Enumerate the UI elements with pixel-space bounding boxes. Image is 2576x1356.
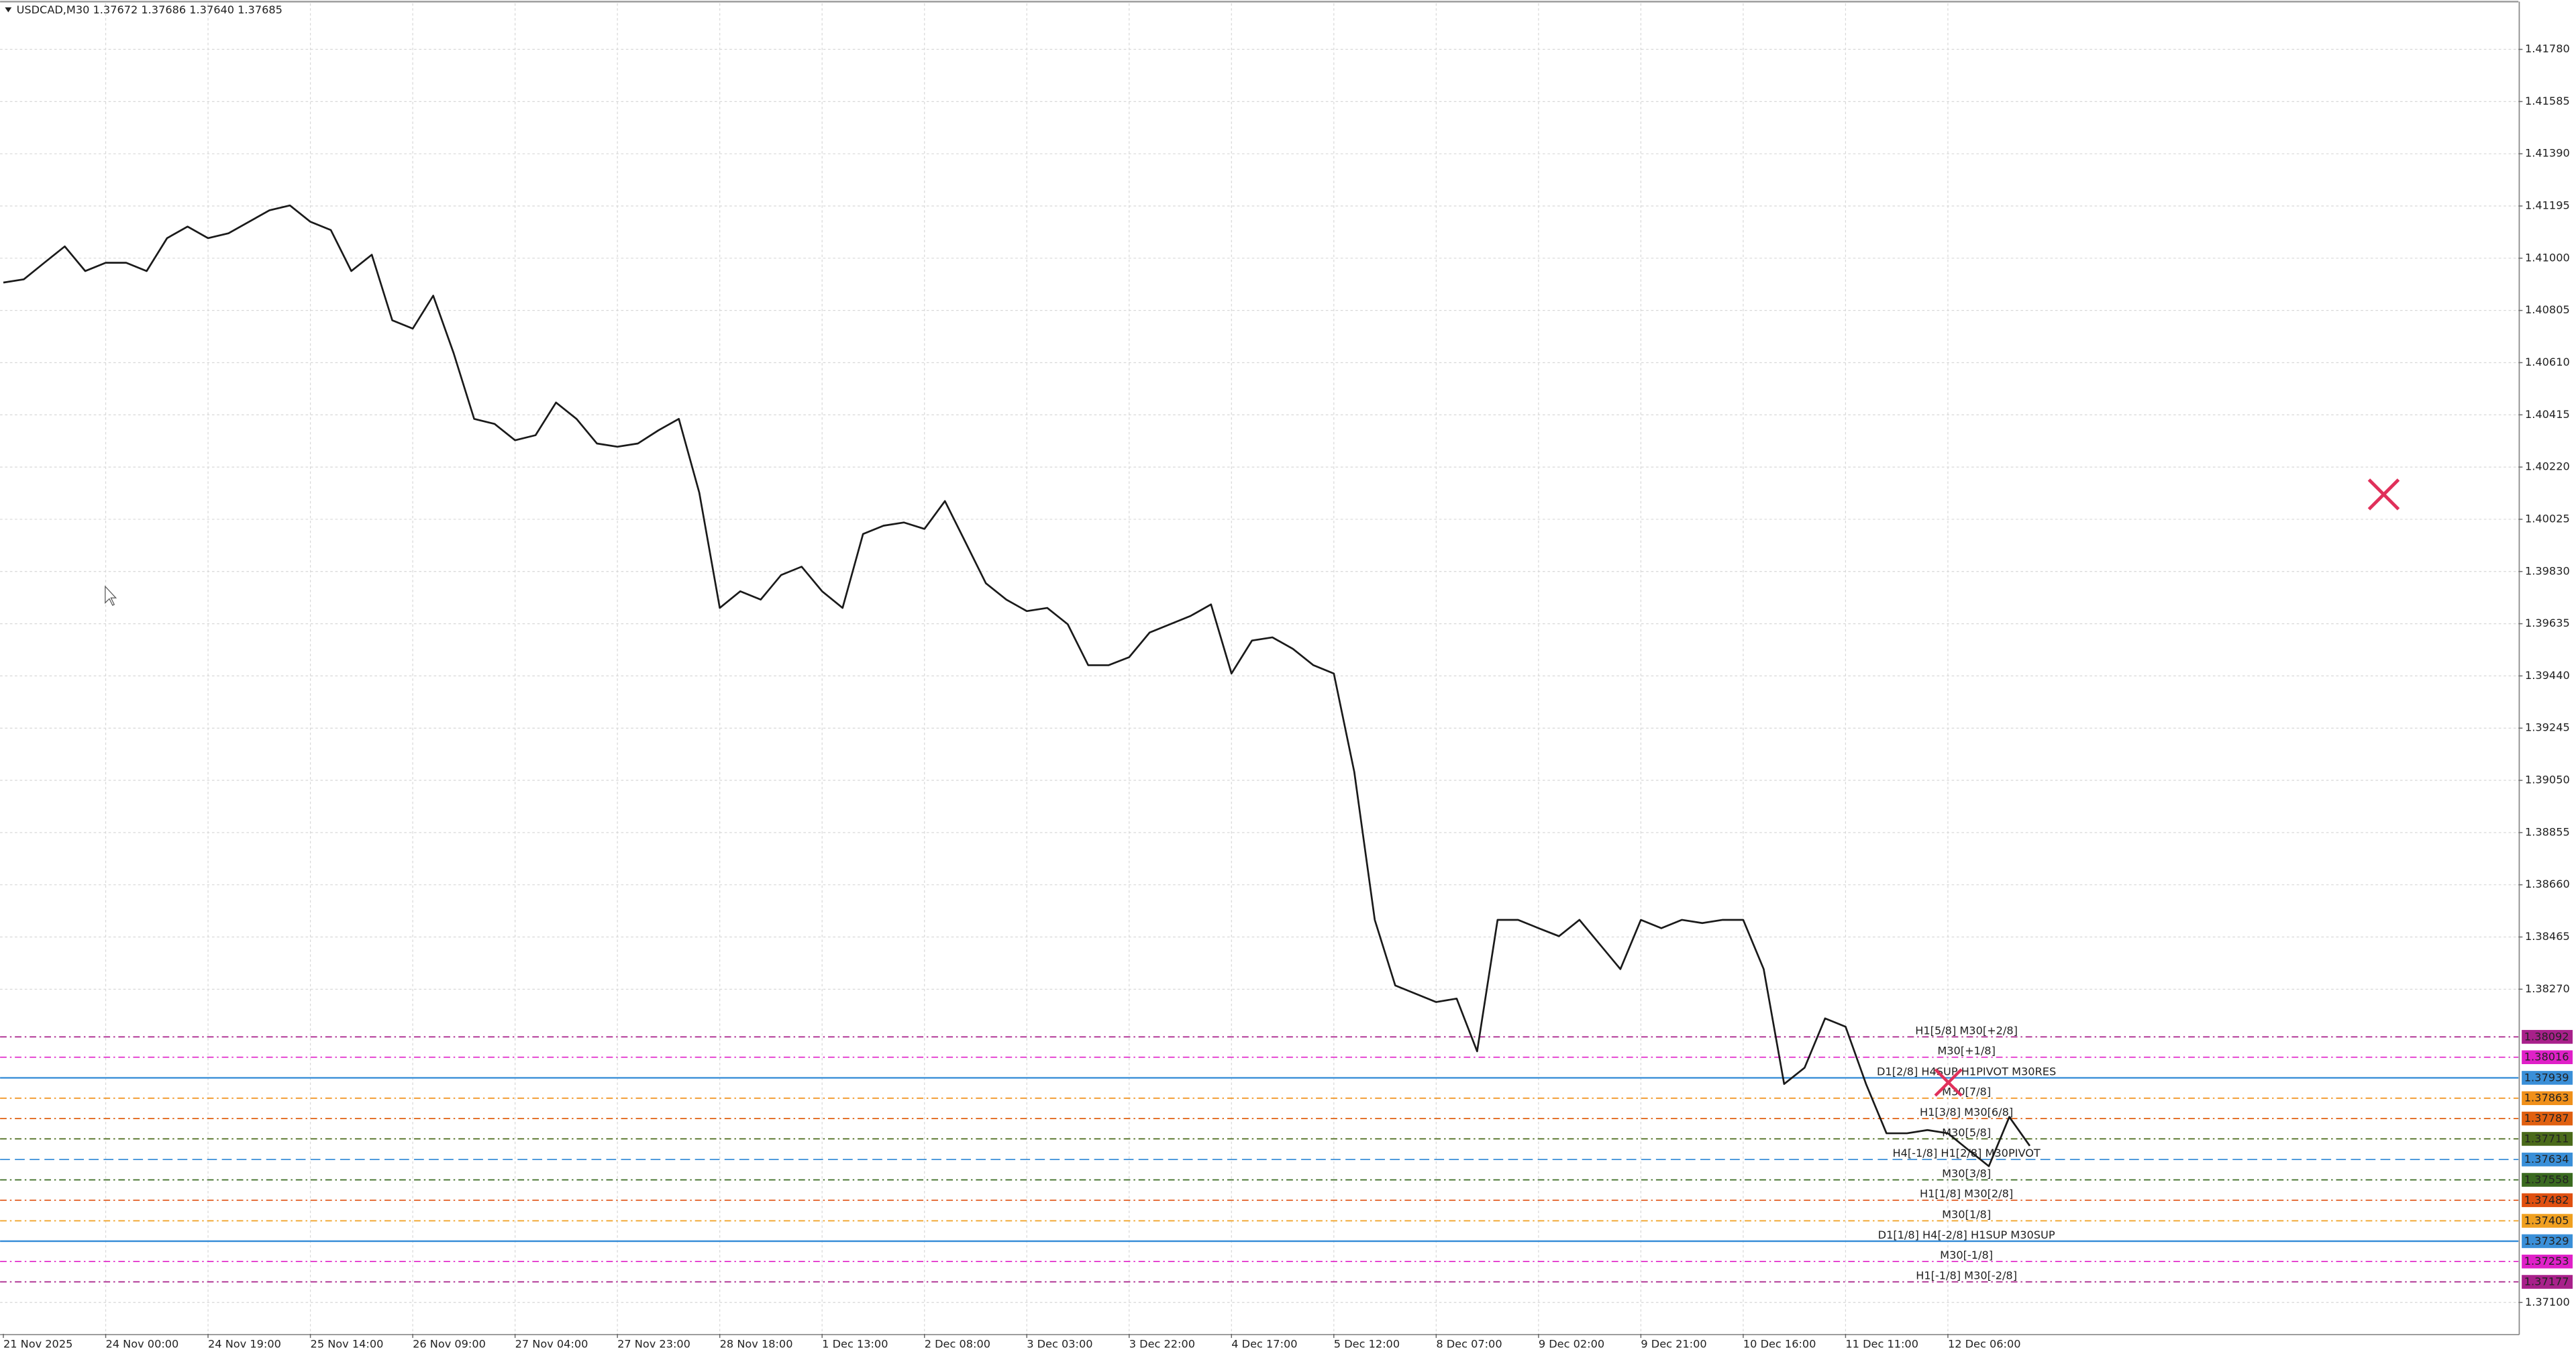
mouse-cursor: [105, 585, 117, 606]
plot: 1.41780 1.41585 1.41390 1.41195 1.41000 1.408…: [0, 3, 2573, 1350]
x-tick-label: 8 Dec 07:00: [1436, 1337, 1502, 1350]
y-tick-label: 1.41000: [2525, 251, 2570, 264]
chart-title: USDCAD,M30 1.37672 1.37686 1.37640 1.376…: [17, 3, 282, 16]
level-label: D1[1/8] H4[-2/8] H1SUP M30SUP: [1878, 1229, 2055, 1241]
level-price-box: [2522, 1152, 2573, 1167]
x-tick-label: 21 Nov 2025: [3, 1337, 72, 1350]
level-label: M30[3/8]: [1942, 1167, 1991, 1180]
price-line: [3, 204, 2031, 1167]
level-label: H1[1/8] M30[2/8]: [1920, 1188, 2013, 1200]
x-tick-label: 3 Dec 22:00: [1129, 1337, 1195, 1350]
level-label: H4[-1/8] H1[2/8] M30PIVOT: [1892, 1147, 2040, 1159]
x-tick-label: 24 Nov 19:00: [208, 1337, 281, 1350]
y-tick-label: 1.40025: [2525, 512, 2570, 525]
level-price: 1.37558: [2524, 1173, 2569, 1186]
level-label: H1[-1/8] M30[-2/8]: [1916, 1269, 2017, 1282]
level-price: 1.37177: [2524, 1275, 2569, 1288]
x-tick-label: 3 Dec 03:00: [1027, 1337, 1092, 1350]
level-price: 1.37482: [2524, 1194, 2569, 1206]
level-price-box: [2522, 1071, 2573, 1085]
x-tick-label: 27 Nov 23:00: [617, 1337, 690, 1350]
level-label: M30[5/8]: [1942, 1126, 1991, 1139]
y-tick-label: 1.39830: [2525, 564, 2570, 577]
level-price: 1.37787: [2524, 1112, 2569, 1125]
x-tick-label: 9 Dec 02:00: [1539, 1337, 1604, 1350]
x-marker: [2367, 478, 2400, 511]
level-price-box: [2522, 1214, 2573, 1228]
menu-arrow[interactable]: [5, 7, 12, 13]
y-tick-label: 1.38660: [2525, 878, 2570, 890]
level-price: 1.37253: [2524, 1255, 2569, 1267]
level-label: D1[2/8] H4SUP H1PIVOT M30RES: [1877, 1065, 2056, 1078]
x-tick-label: 26 Nov 09:00: [413, 1337, 486, 1350]
x-tick-label: 5 Dec 12:00: [1334, 1337, 1400, 1350]
level-label: M30[-1/8]: [1940, 1249, 1993, 1261]
level-label: H1[5/8] M30[+2/8]: [1915, 1024, 2018, 1037]
y-tick-label: 1.41780: [2525, 42, 2570, 55]
level-label: M30[+1/8]: [1937, 1045, 1996, 1057]
level-price: 1.37863: [2524, 1092, 2569, 1104]
y-tick-label: 1.40805: [2525, 303, 2570, 316]
y-tick-label: 1.40415: [2525, 408, 2570, 421]
y-tick-label: 1.40610: [2525, 356, 2570, 368]
level-price-box: [2522, 1030, 2573, 1044]
x-marker: [1934, 1068, 1963, 1097]
level-price-box: [2522, 1091, 2573, 1106]
level-price-box: [2522, 1050, 2573, 1064]
x-tick-label: 2 Dec 08:00: [925, 1337, 990, 1350]
x-tick-label: 9 Dec 21:00: [1641, 1337, 1706, 1350]
level-price: 1.38016: [2524, 1051, 2569, 1063]
level-price-box: [2522, 1275, 2573, 1289]
x-tick-label: 1 Dec 13:00: [822, 1337, 888, 1350]
x-tick-label: 28 Nov 18:00: [720, 1337, 793, 1350]
x-tick-label: 12 Dec 06:00: [1948, 1337, 2021, 1350]
y-tick-label: 1.41195: [2525, 199, 2570, 212]
level-price: 1.37711: [2524, 1132, 2569, 1145]
level-price: 1.38092: [2524, 1030, 2569, 1043]
level-label: H1[3/8] M30[6/8]: [1920, 1106, 2013, 1118]
level-price-box: [2522, 1111, 2573, 1126]
level-price: 1.37329: [2524, 1235, 2569, 1247]
x-tick-label: 10 Dec 16:00: [1743, 1337, 1816, 1350]
level-price-box: [2522, 1132, 2573, 1146]
y-tick-label: 1.38855: [2525, 825, 2570, 838]
y-tick-label: 1.38270: [2525, 982, 2570, 995]
x-tick-label: 27 Nov 04:00: [515, 1337, 588, 1350]
level-price-box: [2522, 1173, 2573, 1187]
level-price: 1.37405: [2524, 1214, 2569, 1227]
level-price-box: [2522, 1234, 2573, 1249]
y-tick-label: 1.39050: [2525, 774, 2570, 786]
y-tick-label: 1.39245: [2525, 721, 2570, 734]
y-tick-label: 1.39440: [2525, 669, 2570, 682]
y-tick-label: 1.40220: [2525, 460, 2570, 473]
y-tick-label: 1.37100: [2525, 1296, 2570, 1308]
level-label: M30[1/8]: [1942, 1208, 1991, 1220]
y-tick-label: 1.39635: [2525, 617, 2570, 629]
level-price: 1.37634: [2524, 1153, 2569, 1165]
y-tick-label: 1.41390: [2525, 147, 2570, 160]
level-price-box: [2522, 1193, 2573, 1208]
x-tick-label: 11 Dec 11:00: [1845, 1337, 1918, 1350]
level-price-box: [2522, 1254, 2573, 1269]
level-price: 1.37939: [2524, 1071, 2569, 1084]
level-label: M30[7/8]: [1942, 1086, 1991, 1098]
x-tick-label: 4 Dec 17:00: [1231, 1337, 1297, 1350]
x-tick-label: 24 Nov 00:00: [106, 1337, 179, 1350]
y-tick-label: 1.38465: [2525, 930, 2570, 943]
x-tick-label: 25 Nov 14:00: [311, 1337, 384, 1350]
y-tick-label: 1.41585: [2525, 95, 2570, 107]
